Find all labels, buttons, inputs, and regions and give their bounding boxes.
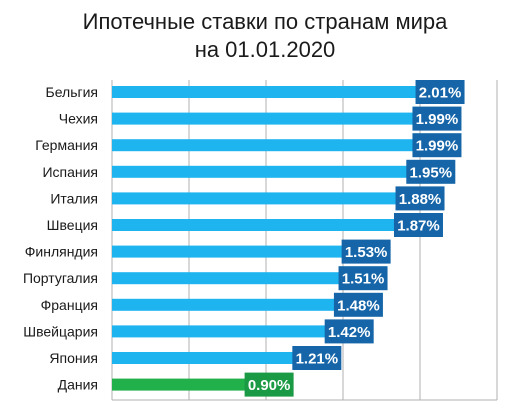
data-label-box (412, 106, 462, 131)
bar (112, 378, 251, 391)
category-label: Германия (35, 137, 98, 153)
category-label: Швейцария (23, 323, 98, 339)
bar (112, 272, 345, 285)
data-label-box (324, 319, 374, 344)
data-label-box (292, 346, 342, 370)
category-label: Финляндия (25, 244, 98, 260)
bar (112, 86, 422, 98)
bar (112, 139, 419, 152)
category-label: Португалия (23, 270, 98, 286)
category-label: Италия (50, 190, 98, 206)
data-label-box (395, 186, 445, 211)
data-label-box (415, 80, 465, 104)
bar (112, 165, 413, 178)
data-label-box (333, 292, 383, 317)
data-label: 2.01% (419, 85, 462, 102)
data-label: 1.87% (397, 218, 440, 235)
category-label: Франция (41, 297, 98, 313)
data-label-box (341, 239, 391, 264)
data-label-box (406, 159, 456, 184)
data-label: 1.88% (399, 191, 442, 208)
bar (112, 112, 419, 125)
data-label-box (338, 266, 388, 291)
data-label: 1.51% (342, 271, 385, 288)
data-label: 0.90% (248, 377, 291, 394)
data-label: 1.21% (296, 351, 339, 368)
data-label-box (412, 133, 462, 158)
category-label: Испания (42, 164, 98, 180)
category-label: Дания (58, 377, 98, 393)
bar (112, 325, 331, 338)
data-label-box (393, 213, 443, 237)
data-label: 1.99% (416, 111, 459, 128)
data-label: 1.99% (416, 138, 459, 155)
category-label: Чехия (59, 111, 98, 127)
category-label: Япония (49, 350, 98, 366)
bar (112, 219, 400, 231)
bar (112, 245, 348, 258)
category-label: Швеция (47, 217, 98, 233)
data-label: 1.48% (337, 297, 380, 314)
data-label-box (244, 372, 294, 397)
bar (112, 298, 340, 311)
chart-title-line1: Ипотечные ставки по странам мира (82, 9, 448, 34)
data-label: 1.42% (328, 324, 371, 341)
bar (112, 352, 299, 364)
category-label: Бельгия (46, 84, 98, 100)
data-label: 1.53% (345, 244, 388, 261)
data-label: 1.95% (410, 164, 453, 181)
bar (112, 192, 402, 205)
chart-title-line2: на 01.01.2020 (194, 37, 336, 62)
